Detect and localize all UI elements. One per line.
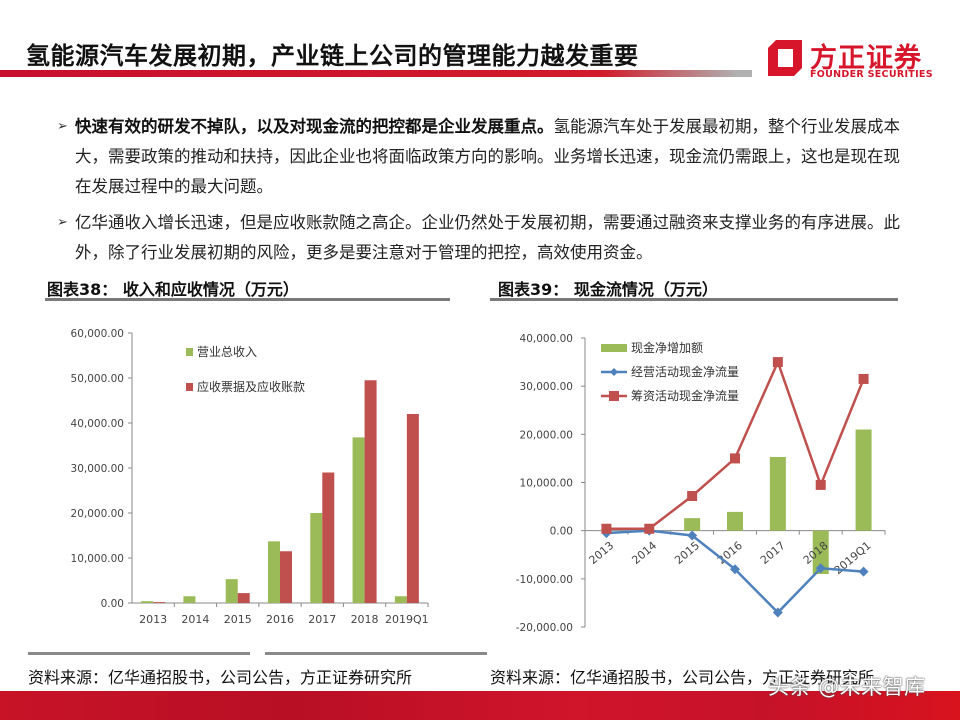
square-marker [730,453,740,464]
logo-english-name: FOUNDER SECURITIES [810,69,933,80]
founder-logo-icon [768,40,802,76]
bar [322,472,335,603]
watermark-text: 头条 @未来智库 [768,675,926,699]
bar [727,511,743,531]
diamond-marker [730,564,740,575]
legend-label: 筹资活动现金净流量 [631,388,739,403]
legend-swatch [186,383,193,391]
y-tick-label: 40,000.00 [71,418,124,430]
founder-logo: 方正证券 FOUNDER SECURITIES [768,36,938,82]
bullet-item: ➢ 亿华通收入增长迅速，但是应收账款随之高企。企业仍然处于发展初期，需要通过融资… [55,208,905,268]
legend-swatch [601,344,627,352]
bullet-text: 亿华通收入增长迅速，但是应收账款随之高企。企业仍然处于发展初期，需要通过融资来支… [75,213,900,262]
bar [364,380,377,603]
bullet-list: ➢ 快速有效的研发不掉队，以及对现金流的把控都是企业发展重点。氢能源汽车处于发展… [55,112,905,274]
y-tick-label: 10,000.00 [71,553,124,565]
x-category-label: 2014 [181,613,209,626]
page-title: 氢能源汽车发展初期，产业链上公司的管理能力越发重要 [26,42,639,70]
y-tick-label: -10,000.00 [516,574,573,586]
chart-39-plot: 40,000.00 30,000.00 20,000.00 10,000.00 0.00… [516,333,886,634]
bar [406,414,419,603]
x-category-label: 2017 [758,539,788,567]
y-tick-label: 40,000.00 [520,333,573,345]
bar [237,593,250,603]
legend-label: 营业总收入 [197,345,257,359]
bar [855,429,872,531]
bar [352,437,365,603]
bar [812,530,829,575]
y-tick-label: 0.00 [550,526,573,538]
x-category-label: 2018 [351,613,379,626]
x-category-label: 2016 [266,613,294,626]
figure-38-title-rule [45,298,450,301]
x-category-label: 2013 [587,539,617,567]
bar [225,579,238,603]
bar [141,601,154,603]
arrow-bullet-icon: ➢ [57,119,68,134]
source-rule-left-2 [265,652,487,655]
source-rule-left [28,652,250,655]
x-category-label: 2016 [715,539,745,567]
x-category-label: 2019Q1 [385,613,429,626]
figure-39-title: 图表39： 现金流情况（万元） [498,280,718,299]
square-marker [601,523,612,534]
legend-marker [610,368,618,376]
square-marker [772,357,783,368]
footer-band [0,691,960,720]
arrow-bullet-icon: ➢ [57,215,68,230]
cash-flow-combo-chart: 40,000.00 30,000.00 20,000.00 10,000.00 0.00… [516,333,886,634]
figure-38-source: 资料来源：亿华通招股书，公司公告，方正证券研究所 [28,668,413,687]
bullet-bold-text: 快速有效的研发不掉队，以及对现金流的把控都是企业发展重点。 [75,117,554,136]
y-tick-label: 30,000.00 [71,463,124,475]
series-line [606,358,865,530]
x-category-label: 2017 [308,613,336,626]
legend-label: 现金净增加额 [631,340,703,355]
y-tick-label: 50,000.00 [71,373,124,385]
legend-swatch [186,348,193,356]
x-category-label: 2015 [672,539,702,567]
bar [394,596,407,603]
legend-label: 应收票据及应收账款 [197,379,305,394]
bar [268,541,280,603]
legend-label: 经营活动现金净流量 [631,364,739,379]
figure-38-title: 图表38： 收入和应收情况（万元） [47,280,299,299]
x-category-label: 2013 [139,613,167,626]
revenue-receivables-bar-chart: 60,000.00 50,000.00 40,000.00 30,000.00 20,0… [0,0,480,650]
bullet-item: ➢ 快速有效的研发不掉队，以及对现金流的把控都是企业发展重点。氢能源汽车处于发展… [55,112,905,202]
bullet-text: 氢能源汽车处于发展最初期，整个行业发展成本大，需要政策的推动和扶持，因此企业也将… [75,117,900,196]
chart-38-plot: 60,000.00 50,000.00 40,000.00 30,000.00 20,0… [71,328,429,626]
y-tick-label: -20,000.00 [516,622,573,634]
figure-39-title-rule [490,298,898,301]
diamond-marker [687,530,698,541]
bar [769,456,786,531]
diamond-marker [815,563,826,574]
diamond-marker [858,566,869,577]
bar [280,551,292,603]
y-tick-label: 20,000.00 [520,429,573,441]
diamond-marker [772,607,783,618]
bar [153,602,166,603]
y-tick-label: 60,000.00 [71,328,124,340]
y-tick-label: 10,000.00 [520,478,573,490]
x-category-label: 2015 [224,613,252,626]
y-tick-label: 30,000.00 [520,381,573,393]
square-marker [858,373,869,384]
square-marker [644,523,655,534]
logo-chinese-name: 方正证券 [810,43,922,74]
y-tick-label: 20,000.00 [71,508,124,520]
y-tick-label: 0.00 [101,598,124,610]
square-marker [687,490,698,501]
figure-39-source: 资料来源：亿华通招股书，公司公告，方正证券研究所 [490,668,875,687]
square-marker [815,479,826,490]
x-category-label: 2014 [629,539,659,567]
title-underline [0,70,752,77]
bar [310,513,323,603]
bar [684,518,701,531]
legend-marker [609,391,619,401]
bar [183,596,196,603]
